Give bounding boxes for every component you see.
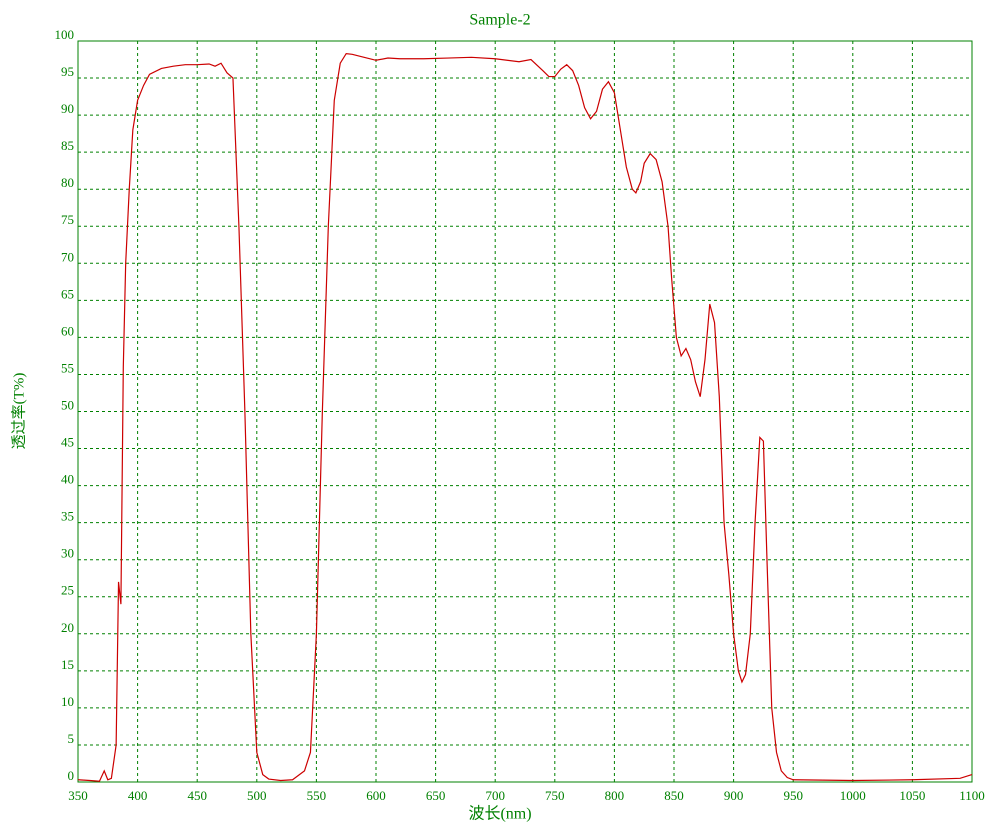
y-tick-label: 0	[68, 768, 75, 783]
y-tick-label: 75	[61, 212, 74, 227]
y-tick-label: 80	[61, 175, 74, 190]
y-tick-label: 90	[61, 101, 74, 116]
x-tick-label: 650	[426, 788, 446, 803]
x-tick-label: 700	[485, 788, 505, 803]
x-tick-label: 350	[68, 788, 88, 803]
y-tick-label: 70	[61, 249, 74, 264]
x-tick-label: 500	[247, 788, 267, 803]
y-tick-label: 100	[55, 27, 75, 42]
y-tick-label: 5	[68, 731, 75, 746]
x-tick-label: 600	[366, 788, 386, 803]
x-tick-label: 800	[605, 788, 625, 803]
x-tick-label: 1050	[899, 788, 925, 803]
y-tick-label: 60	[61, 323, 74, 338]
x-tick-label: 950	[783, 788, 803, 803]
y-tick-label: 45	[61, 435, 74, 450]
x-tick-label: 900	[724, 788, 744, 803]
x-tick-label: 1000	[840, 788, 866, 803]
y-tick-label: 65	[61, 286, 74, 301]
y-axis-label: 透过率(T%)	[10, 373, 27, 450]
x-tick-label: 850	[664, 788, 684, 803]
y-tick-label: 10	[61, 694, 74, 709]
chart-title: Sample-2	[469, 12, 530, 29]
y-tick-label: 30	[61, 546, 74, 561]
data-line	[77, 52, 973, 782]
y-tick-label: 20	[61, 620, 74, 635]
y-tick-label: 35	[61, 509, 74, 524]
y-tick-label: 50	[61, 397, 74, 412]
y-tick-label: 25	[61, 583, 74, 598]
x-tick-label: 750	[545, 788, 565, 803]
x-tick-label: 450	[187, 788, 207, 803]
y-tick-label: 85	[61, 138, 74, 153]
x-axis-label: 波长(nm)	[468, 805, 531, 823]
x-tick-label: 550	[307, 788, 327, 803]
x-tick-label: 400	[128, 788, 148, 803]
y-tick-label: 40	[61, 472, 74, 487]
y-tick-label: 95	[61, 64, 74, 79]
y-tick-label: 55	[61, 360, 74, 375]
x-tick-label: 1100	[959, 788, 985, 803]
y-tick-label: 15	[61, 657, 74, 672]
